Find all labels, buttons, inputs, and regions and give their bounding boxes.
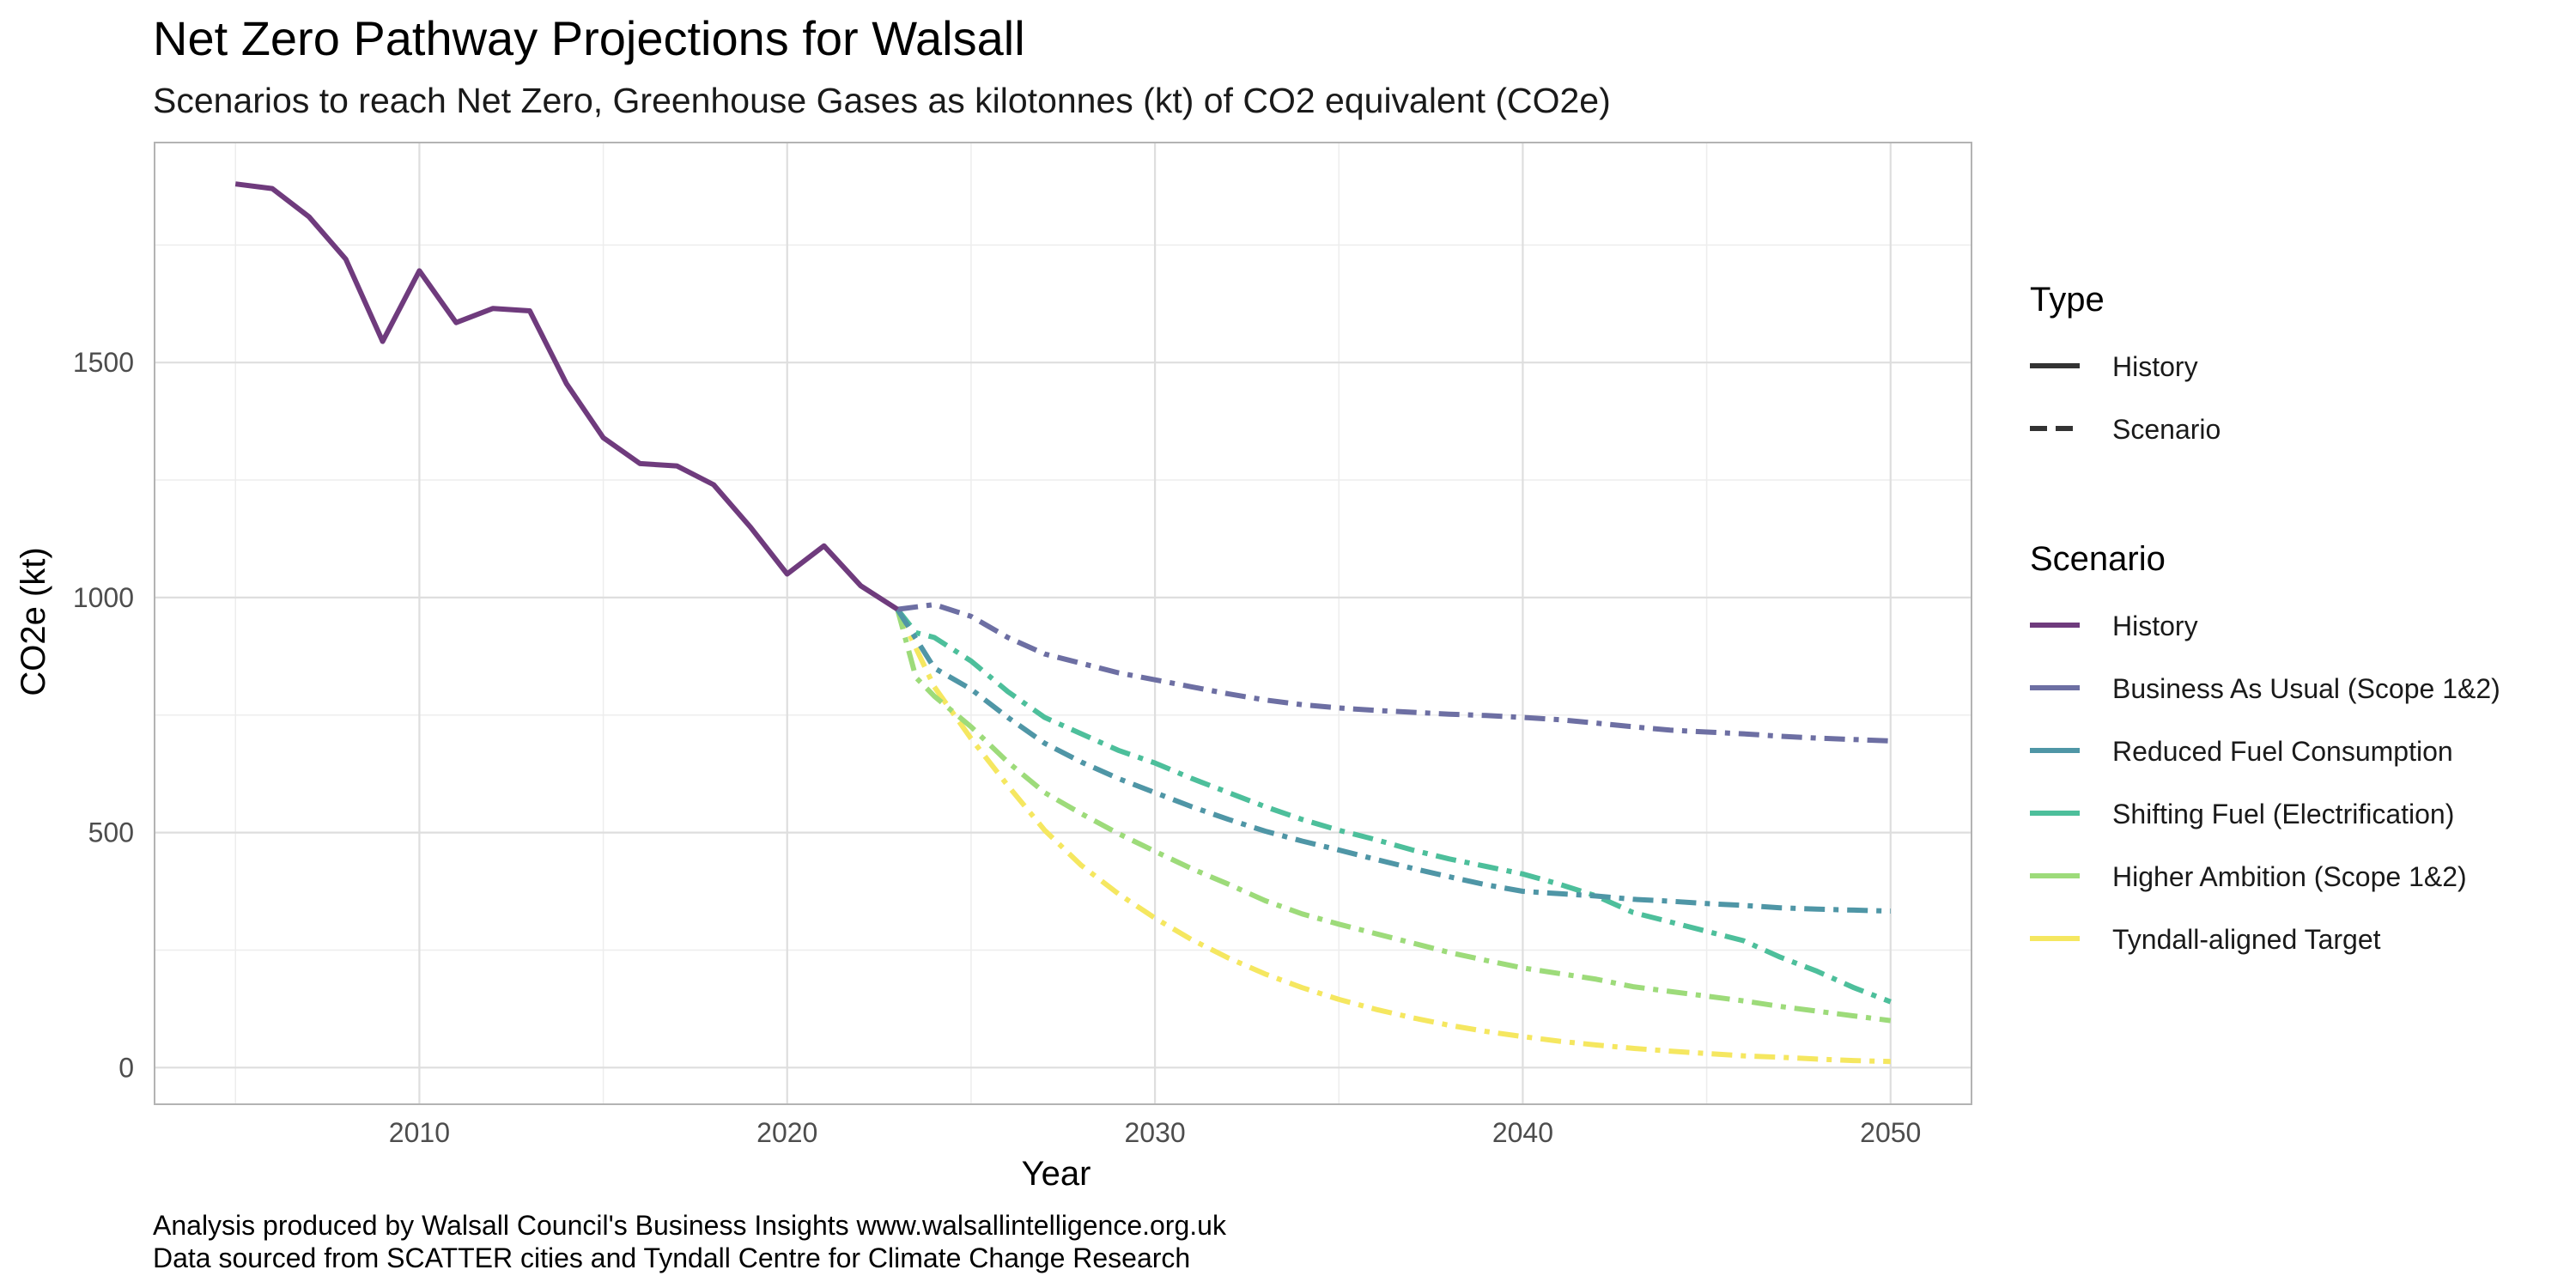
x-tick-label: 2050 — [1860, 1117, 1921, 1148]
y-tick-label: 500 — [88, 817, 134, 848]
series-line-reduced-fuel-consumption — [895, 608, 1891, 914]
grid-lines — [155, 143, 1971, 1104]
series-line-history — [234, 181, 899, 612]
y-tick-label: 0 — [118, 1052, 134, 1083]
y-tick-label: 1000 — [73, 582, 134, 613]
x-tick-label: 2010 — [389, 1117, 450, 1148]
caption-line-1: Analysis produced by Walsall Council's B… — [153, 1210, 1227, 1241]
x-tick-label: 2040 — [1492, 1117, 1553, 1148]
x-tick-label: 2020 — [756, 1117, 817, 1148]
legend-scenario-label: Shifting Fuel (Electrification) — [2112, 799, 2454, 829]
legend-type-label: Scenario — [2112, 414, 2221, 445]
caption-line-2: Data sourced from SCATTER cities and Tyn… — [153, 1242, 1190, 1273]
legend-scenario-label: Reduced Fuel Consumption — [2112, 736, 2453, 767]
legend-scenario-label: Higher Ambition (Scope 1&2) — [2112, 861, 2467, 892]
legend-scenario: Scenario History Business As Usual (Scope … — [2030, 540, 2500, 955]
y-tick-label: 1500 — [73, 347, 134, 378]
legend-scenario-label: Tyndall-aligned Target — [2112, 924, 2381, 955]
series-lines — [234, 181, 1892, 1065]
chart-title: Net Zero Pathway Projections for Walsall — [153, 11, 1025, 65]
x-tick-label: 2030 — [1124, 1117, 1185, 1148]
legend-scenario-label: Business As Usual (Scope 1&2) — [2112, 673, 2500, 704]
legend-scenario-title: Scenario — [2030, 540, 2166, 578]
chart-subtitle: Scenarios to reach Net Zero, Greenhouse … — [153, 81, 1611, 120]
plot-panel-border — [154, 142, 1972, 1105]
y-axis-title: CO2e (kt) — [15, 547, 52, 696]
y-axis-ticks: 0 500 1000 1500 — [73, 347, 134, 1083]
x-axis-title: Year — [1022, 1155, 1091, 1193]
x-axis-ticks: 2010 2020 2030 2040 2050 — [389, 1117, 1922, 1148]
series-line-business-as-usual-scope-1-2 — [896, 602, 1891, 744]
legend-type: Type History Scenario — [2030, 281, 2221, 445]
series-line-tyndall-aligned-target — [895, 608, 1891, 1065]
legend-type-title: Type — [2030, 281, 2105, 319]
legend-scenario-label: History — [2112, 611, 2198, 641]
series-line-higher-ambition-scope-1-2 — [895, 608, 1892, 1024]
legend-type-label: History — [2112, 351, 2198, 382]
series-line-shifting-fuel-electrification — [895, 607, 1892, 1005]
